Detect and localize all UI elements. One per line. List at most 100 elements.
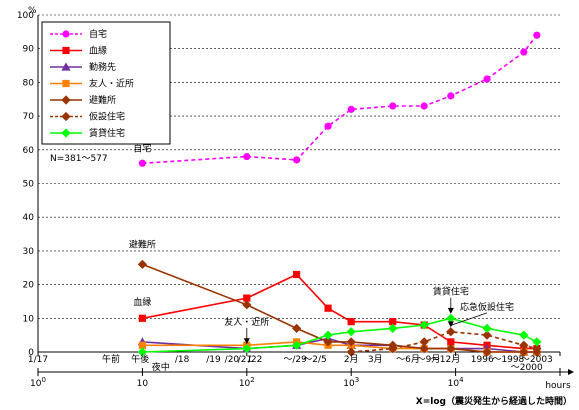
y-unit-label: % [28,6,37,16]
data-point [347,318,355,326]
data-point [483,75,491,83]
data-point [347,105,355,113]
legend-entry: 友人・近所 [50,78,134,90]
legend-label: 血縁 [89,45,107,57]
time-label: ～/29 [283,355,307,365]
data-point [62,30,70,38]
annotation-arrowhead [243,338,250,345]
time-label: /22 [248,355,262,365]
y-tick-labels: 0 10 20 30 40 50 60 70 80 90 100 [17,11,34,358]
y-tick-label: 30 [23,247,35,257]
y-tick-label: 20 [23,281,35,291]
legend-entry: 避難所 [50,94,116,106]
data-point [137,259,147,269]
series-自宅 [138,31,541,167]
y-tick-label: 10 [23,314,35,324]
x-decade-label: 100 [30,376,46,389]
time-label: /19 [206,355,221,365]
data-point [323,337,333,347]
data-point [62,46,70,55]
data-point [419,344,429,354]
data-point [346,337,356,347]
annotation-label: 避難所 [129,239,156,251]
data-point [292,340,302,350]
data-point [389,102,397,110]
annotation-label: 応急仮設住宅 [460,301,514,313]
data-point [243,294,251,302]
legend-label: 賃貸住宅 [89,127,125,139]
data-point [138,341,146,349]
data-point [293,270,301,279]
series-友人・近所 [138,338,541,356]
time-label: 夜中 [152,361,170,373]
legend-entry: 血縁 [50,45,107,57]
data-point [482,330,492,340]
legend-entry: 賃貸住宅 [50,127,125,139]
x-decade-label: 10 [137,379,149,389]
time-label: ～12月 [431,354,460,365]
data-point [446,313,456,323]
data-point [482,347,492,357]
data-point [519,330,529,340]
data-point [388,323,398,334]
legend-entry: 仮設住宅 [50,111,125,123]
time-label: 3月 [368,354,383,365]
data-point [242,300,252,310]
time-label: ～2/5 [303,355,327,365]
y-tick-label: 50 [23,180,35,190]
time-label: ～6月 [396,354,420,365]
data-point [293,156,301,164]
data-point [446,344,456,354]
annotation-label: 賃貸住宅 [433,286,469,298]
legend-label: 避難所 [89,94,116,106]
time-label: 1996 [471,355,494,365]
data-point [532,337,542,347]
data-point [420,102,428,110]
data-point [62,79,70,88]
y-tick-label: 80 [23,78,35,88]
y-tick-label: 40 [23,213,35,223]
data-point [61,95,71,105]
data-point [419,337,429,347]
time-label: ～2000 [511,363,543,373]
sample-size-note: N=381～577 [50,154,108,164]
x-decade-label: 103 [343,376,359,389]
data-point [419,320,429,330]
data-point [243,152,251,161]
time-label: 2月 [344,354,359,365]
data-point [138,314,146,322]
series-line [142,34,538,165]
y-tick-label: 60 [23,146,35,156]
data-point [447,338,455,346]
time-label: 午後 [131,353,149,365]
data-point [61,111,71,122]
y-tick-label: 0 [28,348,34,358]
time-label: ～1998 [492,355,524,365]
y-tick-label: 70 [23,112,35,122]
legend-entry: 自宅 [50,28,107,40]
data-point [138,159,146,167]
series-仮設住宅 [346,327,542,357]
annotation-arrowhead [447,321,454,328]
series-line [142,317,538,353]
time-label: ～2003 [521,355,553,365]
data-point [324,304,332,312]
data-point [137,347,147,357]
x-axis-label: X=log（震災発生から経過した時間） [416,395,572,407]
data-point [446,327,456,337]
x-decade-labels: 100 10 102 103 104 [30,376,464,389]
data-point [533,31,541,39]
time-label: /18 [175,355,190,365]
data-point [323,330,333,340]
legend-label: 仮設住宅 [89,111,125,123]
x-decade-label: 102 [239,376,255,389]
series-lines [137,31,542,357]
x-axis-unit-word: hours [545,381,571,391]
data-point [482,323,492,334]
time-label: /21 [238,355,252,365]
annotation-arrow [450,312,488,326]
data-point [324,122,332,130]
data-point [292,323,302,334]
